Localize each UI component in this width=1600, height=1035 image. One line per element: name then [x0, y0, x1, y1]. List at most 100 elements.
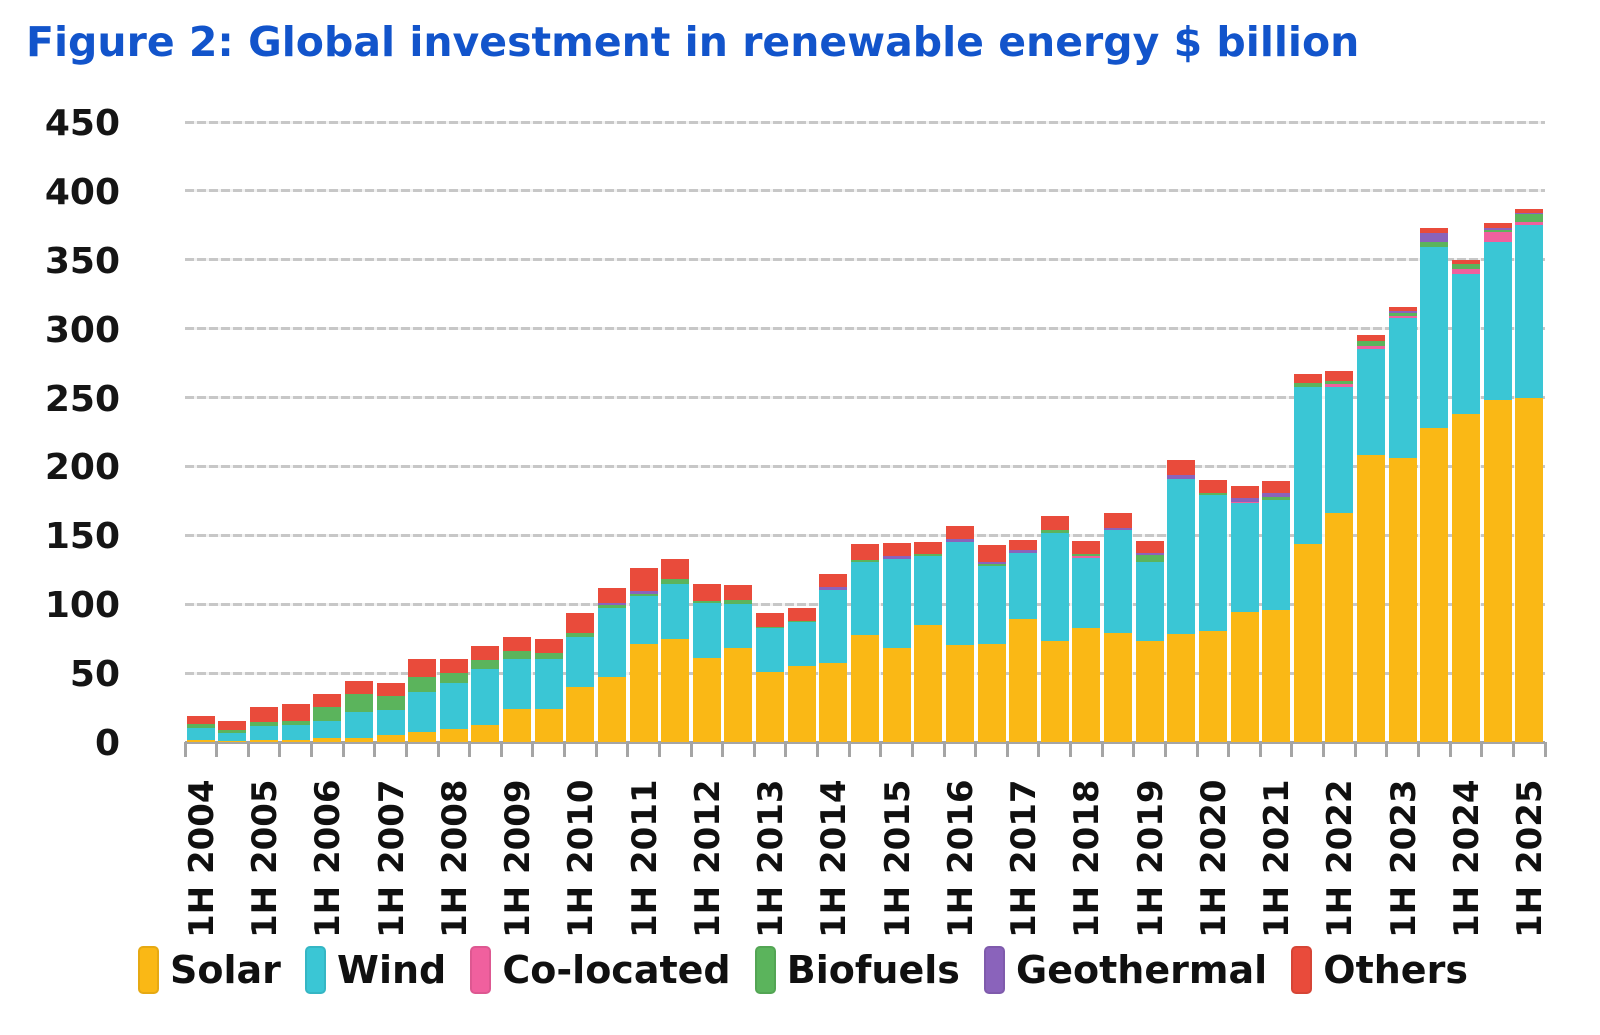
x-tick — [436, 742, 440, 757]
segment-wind-2H-2007 — [408, 691, 437, 732]
x-tick — [499, 742, 503, 757]
segment-others-1H-2008 — [439, 658, 468, 674]
segment-wind-1H-2022 — [1325, 386, 1354, 514]
x-tick — [1322, 742, 1326, 757]
y-tick-label-350: 350 — [44, 240, 120, 282]
bar-1H-2016 — [945, 526, 974, 742]
x-tick-label-1H-2014: 1H 2014 — [814, 779, 855, 938]
segment-geothermal-2H-2019 — [1167, 474, 1196, 479]
segment-solar-1H-2016 — [945, 644, 974, 742]
segment-biofuels-1H-2011 — [629, 593, 658, 596]
segment-solar-2H-2023 — [1420, 427, 1449, 742]
y-tick-label-100: 100 — [44, 585, 120, 627]
segment-solar-2H-2012 — [724, 648, 753, 742]
segment-biofuels-2H-2007 — [408, 676, 437, 692]
legend-swatch-geothermal — [984, 946, 1006, 994]
x-tick — [1353, 742, 1357, 757]
legend-item-others: Others — [1291, 946, 1468, 994]
segment-biofuels-2H-2011 — [661, 578, 690, 585]
segment-solar-2H-2008 — [471, 725, 500, 742]
segment-wind-2H-2020 — [1230, 502, 1259, 612]
segment-biofuels-1H-2009 — [503, 651, 532, 660]
segment-others-2H-2010 — [597, 587, 626, 603]
bar-1H-2023 — [1388, 306, 1417, 742]
y-tick-label-150: 150 — [44, 516, 120, 558]
segment-solar-2H-2019 — [1167, 633, 1196, 742]
segment-biofuels-1H-2007 — [376, 695, 405, 710]
segment-others-1H-2020 — [1198, 479, 1227, 493]
segment-co-located-1H-2024 — [1451, 268, 1480, 275]
bar-2H-2015 — [914, 541, 943, 742]
x-tick-label-1H-2016: 1H 2016 — [940, 779, 981, 938]
segment-solar-2H-2017 — [1040, 640, 1069, 742]
bar-2H-2006 — [344, 680, 373, 742]
bar-2H-2018 — [1104, 513, 1133, 742]
x-tick — [1290, 742, 1294, 757]
x-tick — [404, 742, 408, 757]
x-tick — [1132, 742, 1136, 757]
segment-geothermal-1H-2025 — [1515, 212, 1544, 215]
bar-1H-2014 — [819, 573, 848, 742]
segment-solar-1H-2007 — [376, 735, 405, 742]
x-tick-label-1H-2025: 1H 2025 — [1510, 779, 1551, 938]
segment-wind-1H-2011 — [629, 595, 658, 645]
x-tick-label-1H-2023: 1H 2023 — [1383, 779, 1424, 938]
x-tick — [910, 742, 914, 757]
x-tick — [626, 742, 630, 757]
x-tick — [468, 742, 472, 757]
x-tick — [1005, 742, 1009, 757]
segment-co-located-2H-2022 — [1357, 345, 1386, 350]
legend-item-solar: Solar — [138, 946, 281, 994]
segment-wind-2H-2017 — [1040, 532, 1069, 641]
bar-2H-2021 — [1293, 374, 1322, 742]
bar-2H-2016 — [977, 545, 1006, 742]
gridline-200 — [185, 464, 1545, 468]
x-tick-label-1H-2009: 1H 2009 — [498, 779, 539, 938]
segment-solar-1H-2024 — [1451, 414, 1480, 742]
segment-wind-1H-2016 — [945, 541, 974, 645]
segment-solar-1H-2020 — [1198, 631, 1227, 742]
segment-others-1H-2006 — [313, 693, 342, 707]
segment-others-2H-2023 — [1420, 228, 1449, 233]
segment-geothermal-1H-2019 — [1135, 553, 1164, 556]
segment-biofuels-1H-2018 — [1072, 553, 1101, 557]
segment-others-2H-2019 — [1167, 459, 1196, 475]
x-tick — [246, 742, 250, 757]
segment-others-1H-2013 — [756, 613, 785, 627]
segment-biofuels-2H-2010 — [597, 604, 626, 608]
gridline-150 — [185, 533, 1545, 537]
segment-geothermal-1H-2023 — [1388, 310, 1417, 313]
segment-biofuels-1H-2010 — [566, 633, 595, 638]
legend-swatch-wind — [305, 946, 327, 994]
bar-2H-2010 — [597, 587, 626, 742]
segment-others-2H-2012 — [724, 584, 753, 601]
segment-wind-1H-2005 — [250, 726, 279, 740]
segment-wind-1H-2017 — [1009, 552, 1038, 619]
bar-2H-2019 — [1167, 459, 1196, 742]
bar-1H-2005 — [250, 706, 279, 742]
segment-solar-1H-2012 — [692, 657, 721, 742]
chart-title: Figure 2: Global investment in renewable… — [26, 18, 1360, 66]
bar-1H-2019 — [1135, 540, 1164, 742]
bar-2H-2011 — [661, 558, 690, 742]
segment-geothermal-2H-2018 — [1104, 527, 1133, 530]
x-tick-label-1H-2022: 1H 2022 — [1320, 779, 1361, 938]
segment-solar-2H-2006 — [344, 737, 373, 742]
legend-label-wind: Wind — [337, 948, 447, 992]
segment-others-2H-2022 — [1357, 334, 1386, 342]
x-tick-label-1H-2018: 1H 2018 — [1067, 779, 1108, 938]
segment-co-located-1H-2025 — [1515, 221, 1544, 226]
x-tick-label-1H-2021: 1H 2021 — [1257, 779, 1298, 938]
x-tick — [341, 742, 345, 757]
segment-wind-1H-2020 — [1198, 494, 1227, 632]
segment-solar-1H-2017 — [1009, 618, 1038, 742]
legend-label-co-located: Co-located — [502, 948, 731, 992]
segment-wind-2H-2013 — [787, 622, 816, 667]
legend-item-wind: Wind — [305, 946, 446, 994]
bar-2H-2007 — [408, 659, 437, 742]
segment-others-1H-2011 — [629, 568, 658, 592]
bar-2H-2023 — [1420, 228, 1449, 742]
gridline-300 — [185, 327, 1545, 331]
segment-geothermal-1H-2014 — [819, 587, 848, 590]
